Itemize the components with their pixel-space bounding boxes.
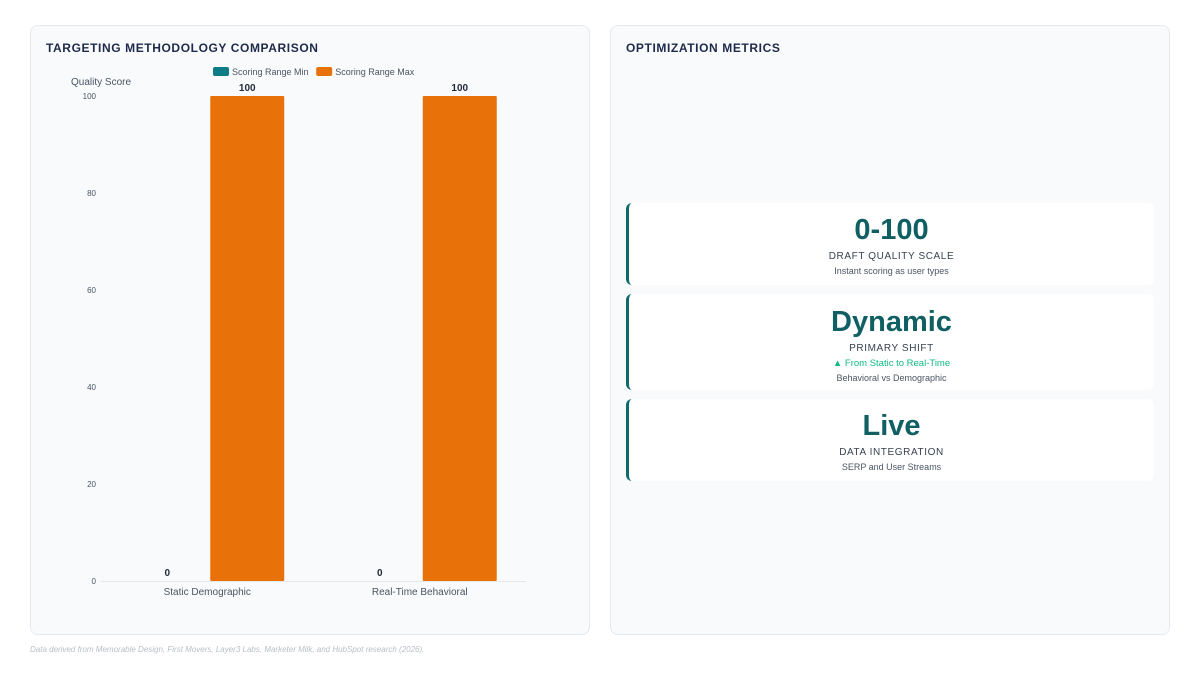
metric-card-primary-shift: Dynamic PRIMARY SHIFT ▲ From Static to R… [626, 294, 1154, 390]
metric-value: Dynamic [831, 306, 952, 338]
data-label: 100 [451, 83, 468, 94]
metrics-title: OPTIMIZATION METRICS [626, 41, 781, 55]
y-axis-label: Quality Score [71, 77, 131, 88]
bar-chart: Quality Score 0 20 40 60 80 100 Scoring Range M… [71, 67, 526, 598]
metric-value: Live [862, 410, 921, 442]
y-tick-label: 0 [92, 577, 97, 586]
metric-label: PRIMARY SHIFT [849, 343, 934, 354]
y-tick-label: 80 [87, 189, 96, 198]
y-tick-label: 40 [87, 383, 96, 392]
y-tick-label: 100 [83, 92, 97, 101]
metric-label: DATA INTEGRATION [839, 447, 944, 458]
legend-swatch [316, 67, 333, 76]
legend-label: Scoring Range Min [232, 67, 309, 77]
metric-subtext: Instant scoring as user types [834, 266, 949, 276]
metric-label: DRAFT QUALITY SCALE [828, 251, 955, 262]
x-tick-label: Static Demographic [164, 587, 251, 598]
x-tick-label: Real-Time Behavioral [372, 587, 468, 598]
metric-delta: ▲ From Static to Real-Time [832, 358, 951, 369]
data-label: 0 [377, 568, 383, 579]
data-label: 100 [239, 83, 256, 94]
metrics-panel: OPTIMIZATION METRICS 0-100 DRAFT QUALITY… [610, 25, 1170, 635]
y-tick-label: 60 [87, 286, 96, 295]
metric-subtext: SERP and User Streams [841, 462, 942, 472]
y-tick-label: 20 [87, 480, 96, 489]
metric-value: 0-100 [854, 214, 929, 246]
legend-label: Scoring Range Max [335, 67, 415, 77]
bar [422, 96, 497, 581]
metric-subtext: Behavioral vs Demographic [836, 373, 947, 383]
bar [210, 96, 285, 581]
data-label: 0 [164, 568, 170, 579]
legend-swatch [213, 67, 229, 76]
metric-card-data-integration: Live DATA INTEGRATION SERP and User Stre… [626, 399, 1154, 481]
chart-panel: TARGETING METHODOLOGY COMPARISON Quality… [30, 25, 590, 635]
metric-card-quality-scale: 0-100 DRAFT QUALITY SCALE Instant scorin… [626, 203, 1154, 285]
source-footnote: Data derived from Memorable Design, Firs… [30, 645, 425, 654]
chart-title: TARGETING METHODOLOGY COMPARISON [46, 41, 319, 55]
